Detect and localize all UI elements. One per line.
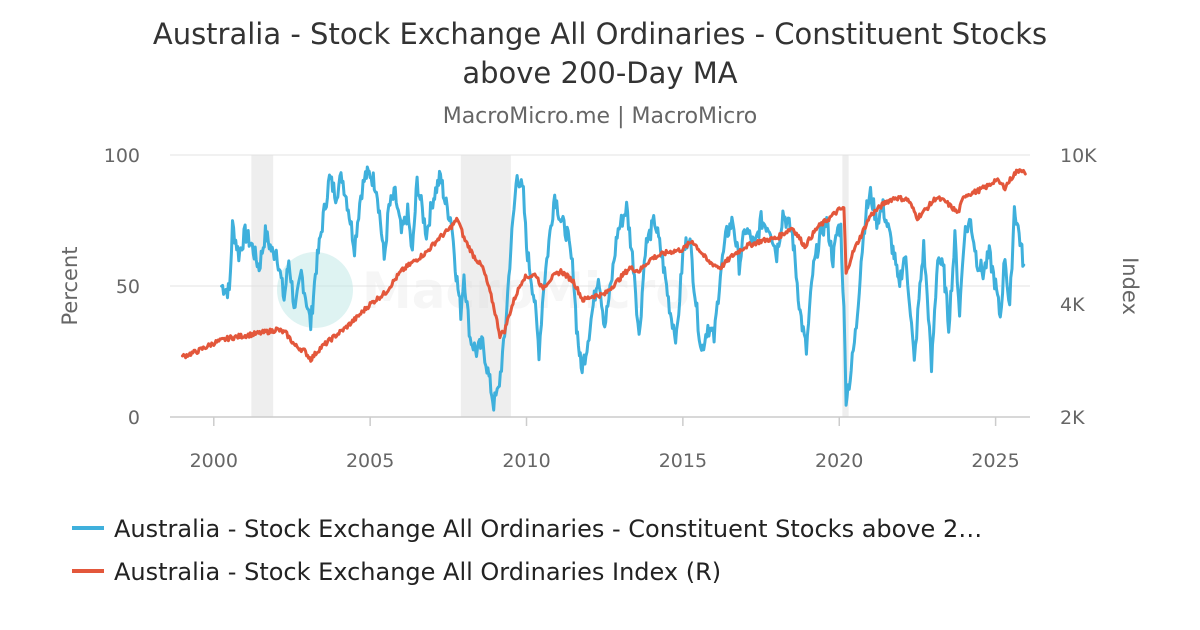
y-left-tick-label-1: 50 [116, 276, 140, 298]
y-left-tick-label-0: 0 [128, 407, 140, 429]
y-right-tick-label-1: 4K [1060, 294, 1085, 316]
y-left-tick-label-2: 100 [104, 145, 140, 167]
left-axis-title: Percent [58, 246, 82, 325]
series-line-stocks-above-200dma [220, 165, 1026, 412]
legend: Australia - Stock Exchange All Ordinarie… [72, 515, 982, 586]
x-tick-label-0: 2000 [190, 450, 238, 472]
x-tick-label-3: 2015 [659, 450, 707, 472]
y-right-tick-label-2: 10K [1060, 145, 1097, 167]
y-right-tick-label-0: 2K [1060, 407, 1085, 429]
chart-title-line1: Australia - Stock Exchange All Ordinarie… [153, 17, 1047, 51]
legend-label-index: Australia - Stock Exchange All Ordinarie… [114, 558, 721, 586]
x-tick-label-5: 2025 [971, 450, 1019, 472]
chart-subtitle: MacroMicro.me | MacroMicro [443, 104, 758, 129]
axes-group: 2000 2005 2010 2015 2020 2025 0 50 100 2K 4K 10K [104, 145, 1097, 472]
right-axis-title: Index [1118, 257, 1142, 315]
chart-title-line2: above 200-Day MA [462, 56, 737, 90]
watermark: MacroMicro [277, 252, 690, 328]
x-tick-label-2: 2010 [502, 450, 550, 472]
legend-label-percent: Australia - Stock Exchange All Ordinarie… [114, 515, 982, 543]
x-tick-label-1: 2005 [346, 450, 394, 472]
series-line-all-ordinaries-index [181, 168, 1027, 363]
x-tick-label-4: 2020 [815, 450, 863, 472]
series-group [181, 165, 1027, 412]
